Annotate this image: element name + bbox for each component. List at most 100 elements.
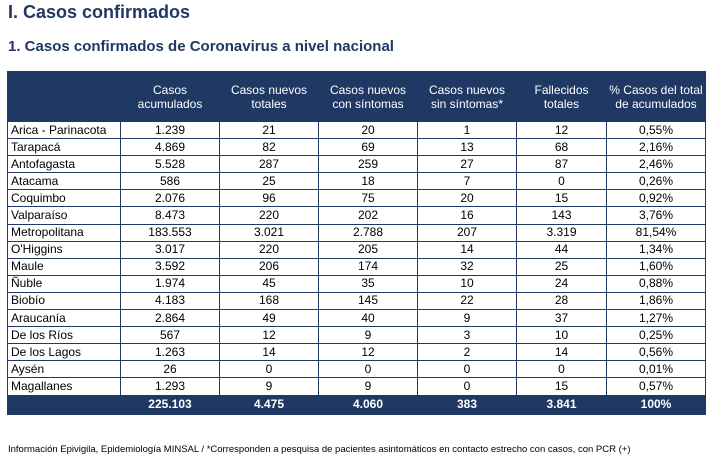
table-cell: 1,86% [606, 291, 706, 311]
table-cell: 0 [516, 360, 607, 379]
table-cell: 81,54% [606, 223, 706, 242]
table-cell: 586 [120, 172, 220, 191]
table-cell: 259 [318, 155, 418, 174]
table-cell: 0,56% [606, 343, 706, 362]
table-cell: 1 [417, 120, 517, 140]
table-row: Biobío 4.183 168 145 22 28 1,86% [7, 291, 706, 311]
table-cell: 40 [318, 309, 418, 328]
region-name: De los Lagos [7, 343, 121, 362]
region-name: De los Ríos [7, 326, 121, 345]
table-cell: 9 [219, 377, 319, 396]
table-cell: 1.239 [120, 120, 220, 140]
table-row: Magallanes 1.293 9 9 0 15 0,57% [7, 377, 706, 396]
table-row: Ñuble 1.974 45 35 10 24 0,88% [7, 274, 706, 293]
table-row: De los Ríos 567 12 9 3 10 0,25% [7, 326, 706, 345]
table-cell: 3.592 [120, 257, 220, 276]
column-header: Casos nuevos totales [219, 71, 319, 122]
region-name: Antofagasta [7, 155, 121, 174]
table-cell: 2.864 [120, 309, 220, 328]
table-cell: 0 [417, 360, 517, 379]
table-cell: 0 [417, 377, 517, 396]
table-cell: 8.473 [120, 206, 220, 225]
table-cell: 3.017 [120, 240, 220, 259]
table-cell: 14 [516, 343, 607, 362]
table-cell: 1.974 [120, 274, 220, 293]
table-cell: 0,26% [606, 172, 706, 191]
table-cell: 206 [219, 257, 319, 276]
table-cell: 174 [318, 257, 418, 276]
cases-table: Casos acumulados Casos nuevos totales Caso… [7, 71, 706, 415]
table-cell: 12 [516, 120, 607, 140]
table-cell: 3,76% [606, 206, 706, 225]
region-name: O'Higgins [7, 240, 121, 259]
column-header [7, 71, 121, 122]
table-cell: 1.293 [120, 377, 220, 396]
region-name: Magallanes [7, 377, 121, 396]
table-cell: 87 [516, 155, 607, 174]
region-name: Metropolitana [7, 223, 121, 242]
table-cell: 143 [516, 206, 607, 225]
table-cell: 567 [120, 326, 220, 345]
table-cell: 25 [516, 257, 607, 276]
table-cell: 287 [219, 155, 319, 174]
table-row: Antofagasta 5.528 287 259 27 87 2,46% [7, 155, 706, 174]
region-name: Valparaíso [7, 206, 121, 225]
table-cell: 2.076 [120, 189, 220, 208]
table-cell: 0,88% [606, 274, 706, 293]
table-cell: 10 [516, 326, 607, 345]
table-cell: 202 [318, 206, 418, 225]
table-cell: 2,16% [606, 138, 706, 157]
table-cell: 35 [318, 274, 418, 293]
table-cell: 69 [318, 138, 418, 157]
table-row: Metropolitana 183.553 3.021 2.788 207 3.319 81… [7, 223, 706, 242]
total-cell: 100% [606, 394, 706, 415]
region-name: Atacama [7, 172, 121, 191]
table-row: O'Higgins 3.017 220 205 14 44 1,34% [7, 240, 706, 259]
total-cell: 4.475 [219, 394, 319, 415]
table-cell: 3 [417, 326, 517, 345]
table-cell: 27 [417, 155, 517, 174]
column-header: Casos nuevos con síntomas [318, 71, 418, 122]
table-header-row: Casos acumulados Casos nuevos totales Caso… [7, 71, 706, 122]
table-cell: 9 [417, 309, 517, 328]
total-cell [7, 394, 121, 415]
table-cell: 20 [318, 120, 418, 140]
footnote: Información Epivigila, Epidemiología MIN… [8, 444, 631, 455]
table-cell: 12 [318, 343, 418, 362]
table-cell: 44 [516, 240, 607, 259]
table-row: Araucanía 2.864 49 40 9 37 1,27% [7, 309, 706, 328]
region-name: Araucanía [7, 309, 121, 328]
table-cell: 13 [417, 138, 517, 157]
table-row: Valparaíso 8.473 220 202 16 143 3,76% [7, 206, 706, 225]
table-cell: 49 [219, 309, 319, 328]
table-cell: 183.553 [120, 223, 220, 242]
table-cell: 4.183 [120, 291, 220, 311]
table-cell: 3.319 [516, 223, 607, 242]
table-cell: 3.021 [219, 223, 319, 242]
table-cell: 1,27% [606, 309, 706, 328]
table-cell: 75 [318, 189, 418, 208]
table-cell: 24 [516, 274, 607, 293]
table-row: Tarapacá 4.869 82 69 13 68 2,16% [7, 138, 706, 157]
table-cell: 82 [219, 138, 319, 157]
table-cell: 20 [417, 189, 517, 208]
table-row: Maule 3.592 206 174 32 25 1,60% [7, 257, 706, 276]
table-cell: 0,55% [606, 120, 706, 140]
table-cell: 16 [417, 206, 517, 225]
table-title: 1. Casos confirmados de Coronavirus a ni… [8, 38, 394, 55]
table-cell: 68 [516, 138, 607, 157]
table-cell: 37 [516, 309, 607, 328]
table-cell: 14 [219, 343, 319, 362]
table-cell: 21 [219, 120, 319, 140]
table-cell: 0 [318, 360, 418, 379]
region-name: Aysén [7, 360, 121, 379]
table-cell: 7 [417, 172, 517, 191]
table-row: Aysén 26 0 0 0 0 0,01% [7, 360, 706, 379]
table-cell: 18 [318, 172, 418, 191]
table-cell: 145 [318, 291, 418, 311]
table-cell: 15 [516, 377, 607, 396]
table-cell: 0,57% [606, 377, 706, 396]
table-row: Atacama 586 25 18 7 0 0,26% [7, 172, 706, 191]
table-cell: 0 [219, 360, 319, 379]
table-cell: 0,25% [606, 326, 706, 345]
